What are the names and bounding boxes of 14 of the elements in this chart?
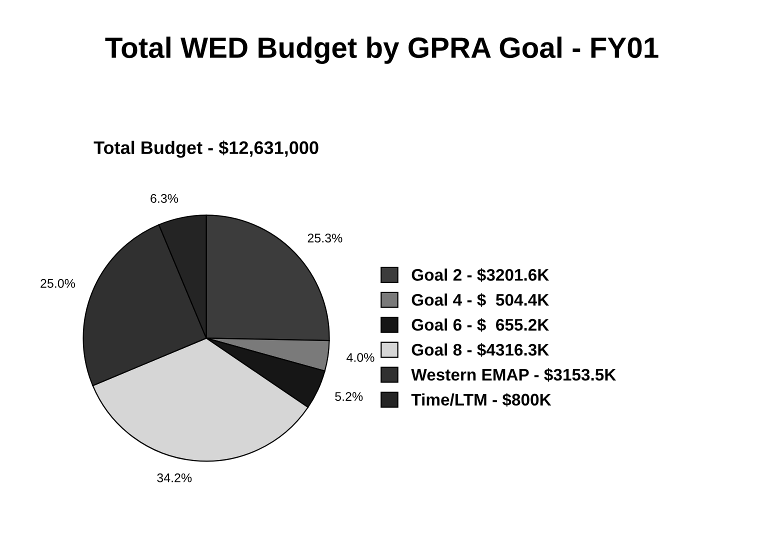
data-label: 34.2% [157, 473, 192, 482]
chart-subtitle: Total Budget - $12,631,000 [94, 140, 318, 158]
legend-label: Goal 4 - $ 504.4K [412, 293, 550, 307]
legend-label: Goal 6 - $ 655.2K [412, 318, 550, 332]
legend-label: Goal 2 - $3201.6K [412, 268, 550, 282]
data-label: 25.0% [40, 278, 76, 288]
legend-label: Time/LTM - $800K [411, 393, 552, 407]
data-label: 25.3% [308, 234, 342, 242]
data-label: 4.0% [346, 353, 374, 362]
chart-title: Total WED Budget by GPRA Goal - FY01 [105, 36, 658, 64]
data-label: 6.3% [150, 194, 178, 203]
legend-label: Western EMAP - $3153.5K [411, 368, 616, 382]
legend-label: Goal 8 - $4316.3K [412, 343, 550, 357]
data-label: 5.2% [335, 392, 363, 401]
